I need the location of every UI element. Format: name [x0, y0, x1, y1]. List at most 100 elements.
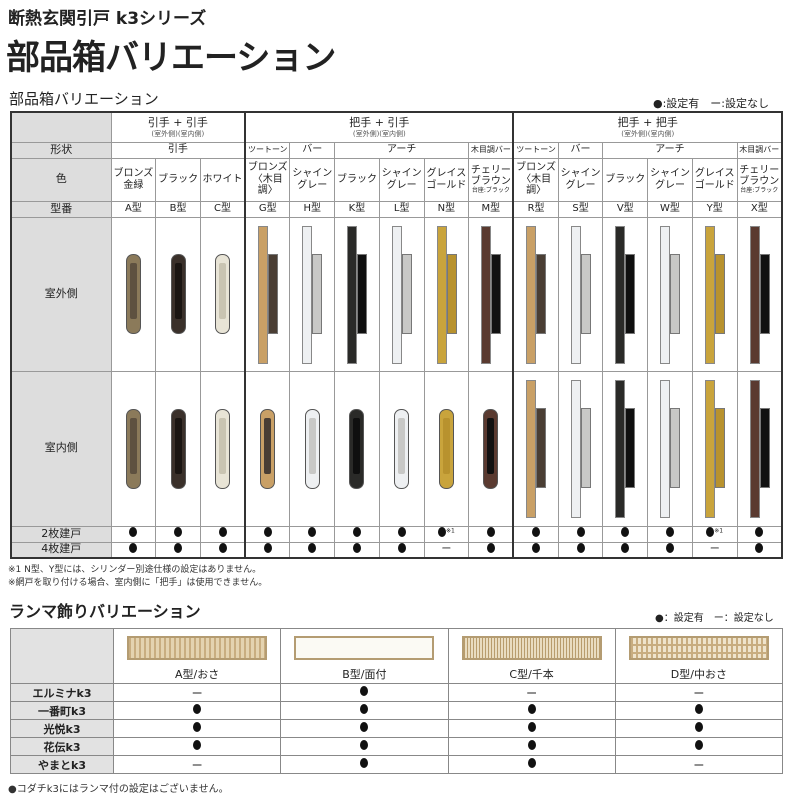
bar-handle-icon	[738, 372, 781, 526]
available-dot	[308, 527, 317, 538]
cell-text: N型	[437, 203, 456, 215]
color-note: 台座:ブラック	[471, 186, 510, 194]
bar-handle-icon	[425, 218, 469, 371]
row-label-model: 型番	[10, 200, 112, 218]
recessed-pull-icon	[394, 408, 410, 489]
ramma-swatch-image	[294, 636, 435, 660]
cell-text: ー	[709, 544, 720, 555]
ramma-cell	[280, 701, 449, 720]
color-cell: ホワイト	[199, 157, 246, 202]
cell-text: H型	[303, 203, 321, 215]
available-dot	[694, 722, 703, 732]
shape-cell: バー	[289, 141, 336, 159]
model-cell: K型	[334, 200, 380, 218]
group-header: 把手 + 引手 (室外側)(室内側)	[244, 111, 514, 143]
cell-text: 型番	[50, 201, 73, 215]
available-dot	[360, 758, 369, 768]
bar-handle-icon	[469, 218, 512, 371]
shape-cell: アーチ	[602, 141, 738, 159]
availability-cell	[334, 541, 380, 559]
group-title: 把手 + 把手	[617, 115, 678, 129]
shape-cell: ツートーン	[512, 141, 559, 159]
bar-handle-icon	[335, 218, 379, 371]
legend-handles: ●:設定有 ー:設定なし	[653, 97, 770, 110]
group-title: 把手 + 引手	[349, 115, 410, 129]
cell-text: R型	[527, 203, 545, 215]
section-title-handles: 部品箱バリエーション	[9, 90, 159, 108]
cell-text: グレイス ゴールド	[694, 168, 735, 191]
ramma-cell	[280, 719, 449, 738]
model-cell: G型	[244, 200, 291, 218]
recessed-pull-icon	[215, 254, 231, 334]
group-title: 引手 + 引手	[147, 115, 208, 129]
recessed-pull-icon	[215, 408, 231, 489]
ramma-row-label: やまとk3	[10, 755, 114, 774]
model-cell: L型	[378, 200, 425, 218]
ramma-cell	[280, 755, 449, 774]
cell-text: A型	[124, 203, 142, 215]
color-cell: シャイン グレー	[289, 157, 336, 202]
available-dot	[532, 543, 541, 553]
cell-text: 一番町k3	[38, 704, 86, 718]
cell-text: ブロンズ 金緑	[113, 168, 154, 191]
cell-text: 木目調バー	[470, 145, 511, 155]
available-dot	[352, 527, 361, 538]
handle-image-inside	[334, 370, 380, 527]
handle-image-outside	[512, 216, 559, 372]
available-dot	[397, 527, 406, 538]
ramma-variation-table: A型/おさ B型/面付 C型/千本 D型/中おさ エルミナk3 ーーー一番町k3 光悦k3 花…	[10, 628, 784, 774]
available-dot	[532, 527, 541, 538]
color-cell: チェリー ブラウン 台座:ブラック	[468, 157, 514, 202]
cell-text: ブロンズ 〈木目調〉	[516, 162, 556, 197]
handle-image-inside	[512, 370, 559, 527]
bar-handle-icon	[693, 218, 737, 371]
available-dot	[437, 527, 446, 538]
availability-cell	[378, 525, 425, 543]
cell-text: C型	[214, 203, 232, 215]
handle-image-inside	[557, 370, 604, 527]
cell-text: 木目調バー	[739, 145, 780, 155]
available-dot	[486, 527, 495, 538]
ramma-cell: ー	[447, 683, 616, 702]
handle-image-outside	[155, 216, 201, 372]
cell-text: シャイン グレー	[381, 168, 422, 191]
available-dot	[397, 543, 406, 553]
available-dot	[527, 722, 536, 732]
availability-cell	[199, 525, 246, 543]
handle-image-inside	[289, 370, 336, 527]
ramma-type-header: B型/面付	[280, 628, 449, 684]
available-dot	[263, 527, 272, 538]
handle-variation-table: 引手 + 引手 (室外側)(室内側) 把手 + 引手 (室外側)(室内側) 把手 + 把…	[10, 111, 783, 559]
available-dot	[665, 527, 674, 538]
ramma-cell: ー	[614, 683, 784, 702]
available-dot	[352, 543, 361, 553]
recessed-pull-icon	[483, 408, 499, 489]
cell-text: 引手	[167, 144, 188, 156]
model-cell: B型	[155, 200, 201, 218]
color-cell: ブラック	[334, 157, 380, 202]
row-label-outside: 室外側	[10, 216, 112, 372]
cell-text: ブロンズ 〈木目調〉	[247, 162, 288, 197]
series-title: 断熱玄関引戸 k3シリーズ	[8, 9, 207, 29]
handle-image-inside	[423, 370, 470, 527]
available-dot	[174, 527, 183, 538]
handle-image-inside	[155, 370, 201, 527]
color-cell: ブラック	[155, 157, 201, 202]
cell-text: ブラック	[605, 173, 646, 185]
corner-cell	[10, 111, 112, 143]
availability-cell	[647, 525, 693, 543]
handle-image-outside	[647, 216, 693, 372]
available-dot	[621, 527, 630, 538]
cell-text: D型/中おさ	[670, 668, 727, 681]
availability-cell	[647, 541, 693, 559]
model-cell: H型	[289, 200, 336, 218]
ramma-cell	[280, 737, 449, 756]
availability-cell	[155, 541, 201, 559]
availability-cell	[334, 525, 380, 543]
model-cell: W型	[647, 200, 693, 218]
handle-image-outside	[736, 216, 783, 372]
corner-cell	[10, 628, 114, 684]
model-cell: C型	[199, 200, 246, 218]
availability-cell: ※1	[691, 525, 738, 543]
cell-text: ー	[693, 758, 705, 772]
